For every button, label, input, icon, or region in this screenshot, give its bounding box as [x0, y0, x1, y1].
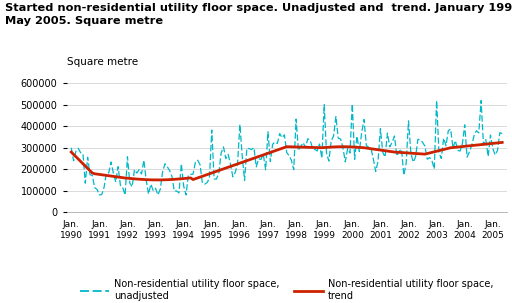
- Text: Square metre: Square metre: [67, 57, 138, 67]
- Text: Jan.
1994: Jan. 1994: [172, 221, 195, 240]
- Text: Jan.
1990: Jan. 1990: [60, 221, 83, 240]
- Text: Jan.
1991: Jan. 1991: [88, 221, 111, 240]
- Text: Jan.
1992: Jan. 1992: [116, 221, 139, 240]
- Text: Started non-residential utility floor space. Unadjusted and  trend. January 1990: Started non-residential utility floor sp…: [5, 3, 512, 26]
- Text: Jan.
1995: Jan. 1995: [200, 221, 223, 240]
- Text: Jan.
2003: Jan. 2003: [425, 221, 448, 240]
- Text: Jan.
2000: Jan. 2000: [341, 221, 364, 240]
- Legend: Non-residential utility floor space,
unadjusted, Non-residential utility floor s: Non-residential utility floor space, una…: [76, 275, 498, 303]
- Text: Jan.
2001: Jan. 2001: [369, 221, 392, 240]
- Text: Jan.
2004: Jan. 2004: [453, 221, 476, 240]
- Text: Jan.
2005: Jan. 2005: [481, 221, 504, 240]
- Text: Jan.
1998: Jan. 1998: [285, 221, 308, 240]
- Text: Jan.
1993: Jan. 1993: [144, 221, 167, 240]
- Text: Jan.
1997: Jan. 1997: [257, 221, 280, 240]
- Text: Jan.
1996: Jan. 1996: [228, 221, 251, 240]
- Text: Jan.
1999: Jan. 1999: [313, 221, 336, 240]
- Text: Jan.
2002: Jan. 2002: [397, 221, 420, 240]
